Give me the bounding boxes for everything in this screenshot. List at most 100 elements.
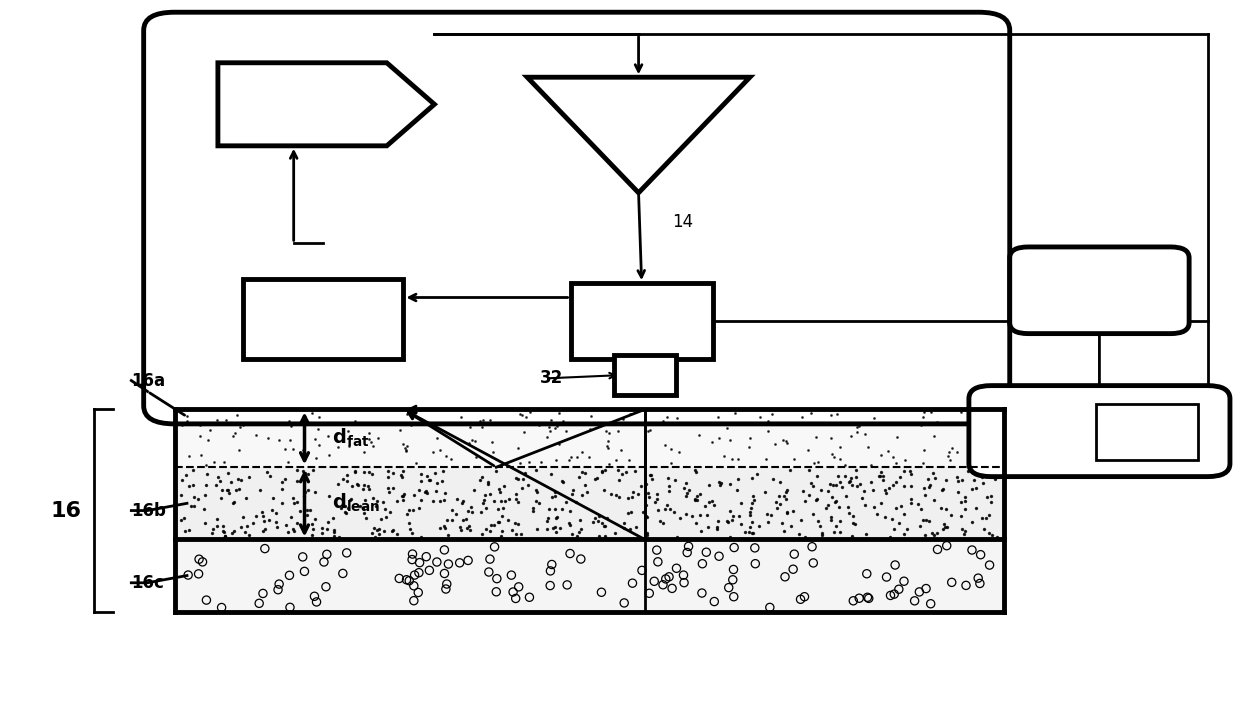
Point: [596, 425, 616, 436]
Point: [743, 497, 763, 508]
Point: [176, 470, 196, 481]
Point: [458, 505, 477, 517]
Point: [645, 576, 665, 587]
Point: [660, 480, 680, 492]
Point: [924, 529, 944, 541]
Point: [401, 523, 420, 534]
Point: [591, 517, 611, 529]
Point: [460, 421, 480, 433]
Text: 18: 18: [310, 302, 337, 321]
Point: [807, 456, 827, 468]
Point: [625, 465, 645, 477]
Point: [218, 468, 238, 479]
Point: [465, 435, 485, 447]
Point: [637, 512, 657, 523]
Point: [508, 473, 528, 485]
Point: [760, 602, 780, 613]
Point: [479, 476, 498, 487]
Point: [305, 590, 325, 602]
Text: 26: 26: [294, 76, 324, 96]
Point: [641, 470, 661, 481]
Point: [453, 497, 472, 509]
Point: [327, 478, 347, 490]
Point: [203, 523, 223, 534]
Point: [319, 450, 339, 461]
Point: [365, 531, 384, 542]
Point: [863, 412, 883, 423]
Point: [839, 507, 859, 518]
Point: [655, 439, 675, 451]
Point: [477, 478, 497, 489]
Point: [626, 521, 646, 533]
Point: [658, 473, 678, 484]
Point: [640, 469, 660, 481]
Point: [486, 586, 506, 597]
Point: [599, 457, 619, 469]
Point: [724, 564, 744, 576]
Point: [947, 471, 967, 483]
Point: [830, 515, 849, 526]
Point: [916, 514, 936, 526]
Point: [719, 582, 739, 594]
Point: [827, 479, 847, 491]
Point: [417, 551, 436, 563]
Point: [686, 518, 706, 529]
Point: [755, 486, 775, 498]
Point: [463, 434, 482, 446]
Point: [579, 452, 599, 463]
Point: [420, 474, 440, 486]
Point: [692, 558, 712, 570]
Point: [632, 506, 652, 518]
Point: [932, 484, 952, 495]
Point: [680, 484, 699, 495]
Point: [402, 554, 422, 566]
Point: [288, 496, 308, 507]
Point: [970, 578, 990, 589]
Point: [345, 466, 365, 478]
Point: [259, 515, 279, 526]
Point: [541, 468, 560, 479]
Point: [941, 510, 961, 521]
Point: [423, 446, 443, 457]
Point: [981, 490, 1001, 502]
Point: [298, 468, 317, 480]
FancyBboxPatch shape: [968, 386, 1230, 476]
Point: [777, 484, 797, 496]
Point: [391, 424, 410, 436]
Point: [567, 531, 587, 542]
Point: [196, 459, 216, 471]
Point: [780, 464, 800, 476]
Point: [598, 512, 618, 523]
Point: [312, 527, 332, 539]
Point: [453, 495, 472, 507]
Point: [450, 557, 470, 568]
Point: [766, 502, 786, 514]
Point: [249, 597, 269, 609]
Point: [456, 513, 476, 525]
Point: [356, 512, 376, 523]
Point: [295, 566, 315, 577]
Point: [832, 481, 852, 492]
Point: [873, 474, 893, 486]
Point: [547, 526, 567, 538]
Point: [263, 505, 283, 516]
Point: [849, 592, 869, 604]
Point: [785, 548, 805, 560]
Point: [901, 497, 921, 509]
Point: [277, 519, 296, 531]
Point: [825, 526, 844, 538]
Point: [900, 465, 920, 477]
Point: [443, 514, 463, 526]
Point: [278, 526, 298, 538]
Point: [894, 528, 914, 539]
Point: [378, 482, 398, 494]
Point: [894, 465, 914, 477]
Point: [649, 556, 668, 568]
Text: d$\mathbf{_{lean}}$: d$\mathbf{_{lean}}$: [332, 492, 379, 515]
Point: [686, 466, 706, 478]
Point: [345, 415, 365, 427]
Point: [802, 508, 822, 520]
Point: [397, 445, 417, 457]
Point: [651, 515, 671, 527]
Point: [417, 470, 436, 481]
